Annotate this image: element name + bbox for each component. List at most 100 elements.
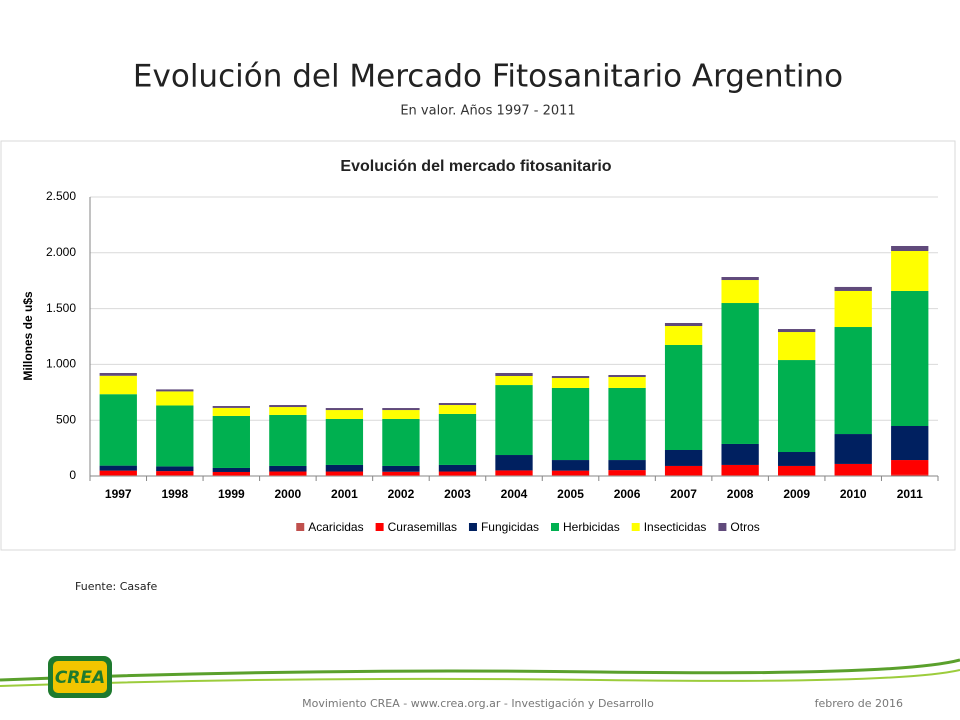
bar-segment (269, 407, 307, 415)
y-tick-label: 2.000 (46, 245, 76, 259)
bar-segment (99, 375, 137, 395)
legend-label: Curasemillas (388, 520, 457, 534)
bar-segment (382, 408, 420, 411)
bar-segment (778, 332, 816, 361)
bar-segment (495, 455, 533, 471)
bar-segment (156, 405, 194, 467)
bar-segment (834, 434, 872, 464)
legend-label: Acaricidas (308, 520, 363, 534)
bar-segment (325, 418, 364, 465)
bar-segment (325, 471, 364, 476)
bar-segment (269, 414, 307, 466)
bar-segment (664, 326, 703, 345)
bar-segment (438, 403, 477, 406)
footer-wave (0, 669, 960, 687)
bar-segment (495, 376, 533, 386)
bar-segment (778, 465, 816, 476)
bar-segment (608, 375, 646, 378)
logo-text: CREA (55, 668, 105, 688)
bar-segment (269, 471, 307, 476)
bar-segment (721, 303, 759, 444)
bar-segment (438, 464, 477, 472)
footer-wave (0, 658, 960, 682)
bar-segment (156, 475, 194, 476)
y-tick-label: 500 (56, 412, 76, 426)
bar-segment (212, 407, 250, 416)
bar-segment (664, 344, 703, 450)
bar-segment (99, 470, 137, 476)
bar-segment (891, 251, 929, 291)
bar-segment (212, 475, 250, 476)
bar-segment (551, 475, 590, 476)
bar-segment (156, 466, 194, 472)
x-tick-label: 2001 (331, 487, 358, 501)
bar-segment (551, 376, 590, 379)
bar-segment (721, 475, 759, 476)
y-tick-label: 1.000 (46, 357, 76, 371)
legend-swatch (631, 523, 640, 531)
legend-label: Fungicidas (481, 520, 539, 534)
bar-segment (382, 410, 420, 419)
legend-swatch (718, 523, 727, 531)
bar-segment (891, 290, 929, 427)
legend-label: Herbicidas (563, 520, 620, 534)
bar-segment (269, 475, 307, 476)
x-tick-label: 2002 (388, 487, 415, 501)
legend-label: Otros (730, 520, 759, 534)
bar-segment (891, 245, 929, 252)
x-tick-label: 2011 (897, 487, 923, 501)
bar-segment (438, 413, 477, 465)
bar-segment (382, 475, 420, 476)
bar-segment (834, 463, 872, 476)
bar-segment (212, 471, 250, 476)
bar-segment (891, 426, 929, 461)
bar-segment (551, 470, 590, 476)
bar-segment (99, 475, 137, 476)
x-tick-label: 1997 (105, 487, 132, 501)
x-tick-label: 2009 (783, 487, 810, 501)
x-tick-label: 2006 (614, 487, 641, 501)
bar-segment (212, 406, 250, 408)
slide-title: Evolución del Mercado Fitosanitario Arge… (133, 59, 843, 95)
bar-segment (438, 405, 477, 414)
bar-segment (551, 460, 590, 471)
bar-segment (721, 280, 759, 304)
x-tick-label: 2010 (840, 487, 867, 501)
bar-segment (891, 460, 929, 475)
bar-segment (325, 410, 364, 419)
bar-segment (664, 449, 703, 466)
bar-segment (721, 464, 759, 476)
bar-segment (778, 475, 816, 476)
bar-segment (891, 474, 929, 476)
bar-segment (608, 475, 646, 476)
bar-segment (551, 378, 590, 388)
bar-segment (834, 286, 872, 291)
x-tick-label: 1998 (161, 487, 188, 501)
bar-segment (495, 475, 533, 476)
bar-segment (99, 465, 137, 471)
bar-segment (495, 385, 533, 456)
bar-segment (212, 415, 250, 468)
x-tick-label: 1999 (218, 487, 245, 501)
x-tick-label: 2004 (501, 487, 528, 501)
bar-segment (325, 408, 364, 411)
bar-segment (834, 475, 872, 476)
bar-segment (778, 452, 816, 466)
y-tick-label: 0 (69, 468, 76, 482)
bar-segment (778, 329, 816, 333)
slide-subtitle: En valor. Años 1997 - 2011 (400, 104, 575, 119)
bar-segment (382, 465, 420, 472)
footer-date: febrero de 2016 (815, 697, 903, 710)
bar-segment (778, 360, 816, 453)
legend-label: Insecticidas (644, 520, 707, 534)
bar-segment (834, 327, 872, 435)
bar-segment (664, 322, 703, 327)
y-tick-label: 2.500 (46, 189, 76, 203)
footer-text: Movimiento CREA - www.crea.org.ar - Inve… (302, 697, 654, 710)
source: Fuente: Casafe (75, 580, 157, 593)
bar-segment (495, 470, 533, 476)
x-tick-label: 2008 (727, 487, 754, 501)
x-tick-label: 2000 (275, 487, 302, 501)
bar-segment (608, 470, 646, 476)
bar-segment (608, 387, 646, 461)
